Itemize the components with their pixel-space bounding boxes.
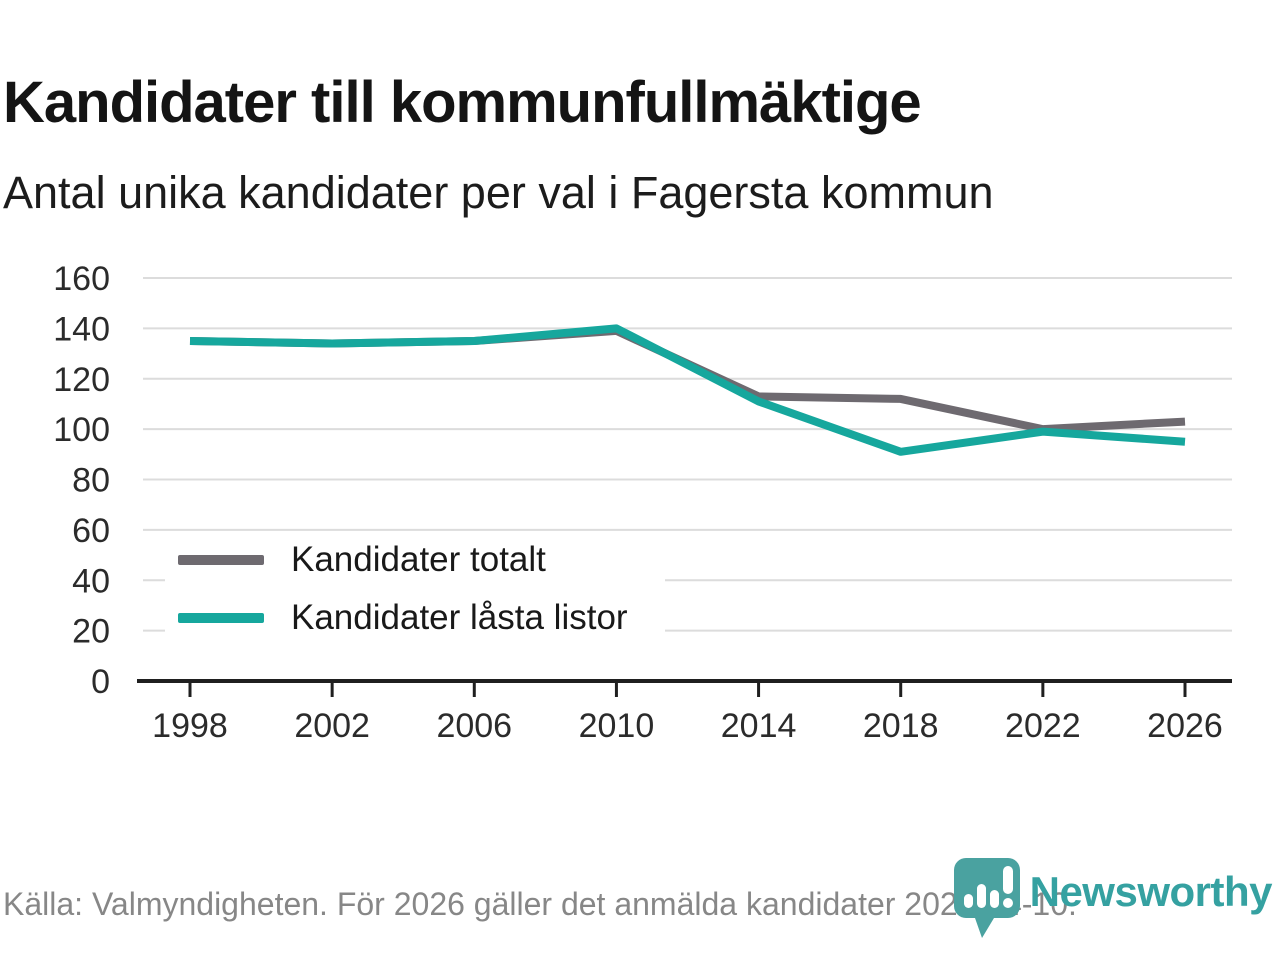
x-axis-labels: 1998 2002 2006 2010 2014 2018 2022 2026 — [152, 707, 1223, 745]
legend-swatch-locked-lists — [178, 613, 264, 623]
svg-text:20: 20 — [72, 613, 110, 651]
legend-swatch-total — [178, 555, 264, 565]
svg-text:160: 160 — [53, 260, 110, 298]
svg-text:2026: 2026 — [1147, 707, 1223, 745]
legend-label-total: Kandidater totalt — [291, 540, 546, 579]
svg-text:40: 40 — [72, 562, 110, 600]
page-subtitle: Antal unika kandidater per val i Fagerst… — [3, 167, 994, 218]
svg-text:2002: 2002 — [294, 707, 370, 745]
legend-item-total: Kandidater totalt — [165, 532, 665, 588]
x-axis: 1998 2002 2006 2010 2014 2018 2022 2026 — [137, 679, 1232, 745]
series-line-1 — [189, 324, 1186, 456]
svg-text:80: 80 — [72, 462, 110, 500]
svg-text:2006: 2006 — [436, 707, 512, 745]
svg-text:120: 120 — [53, 361, 110, 399]
svg-text:100: 100 — [53, 411, 110, 449]
legend-label-locked-lists: Kandidater låsta listor — [291, 598, 628, 637]
svg-text:0: 0 — [91, 663, 110, 701]
svg-text:2022: 2022 — [1005, 707, 1081, 745]
svg-text:1998: 1998 — [152, 707, 228, 745]
newsworthy-logo: Newsworthy — [952, 856, 1273, 942]
svg-text:2014: 2014 — [721, 707, 797, 745]
gridlines — [143, 277, 1232, 632]
svg-text:2018: 2018 — [863, 707, 939, 745]
svg-text:60: 60 — [72, 512, 110, 550]
svg-text:140: 140 — [53, 310, 110, 348]
y-axis-labels: 0 20 40 60 80 100 120 140 160 — [53, 260, 110, 701]
newsworthy-wordmark: Newsworthy — [1029, 868, 1273, 915]
svg-text:2010: 2010 — [579, 707, 655, 745]
legend-item-locked-lists: Kandidater låsta listor — [165, 590, 665, 646]
newsworthy-bubble-chart-icon — [953, 858, 1020, 938]
source-note: Källa: Valmyndigheten. För 2026 gäller d… — [3, 886, 1077, 922]
page-title: Kandidater till kommunfullmäktige — [3, 69, 922, 135]
chart-legend: Kandidater totalt Kandidater låsta listo… — [165, 531, 665, 647]
